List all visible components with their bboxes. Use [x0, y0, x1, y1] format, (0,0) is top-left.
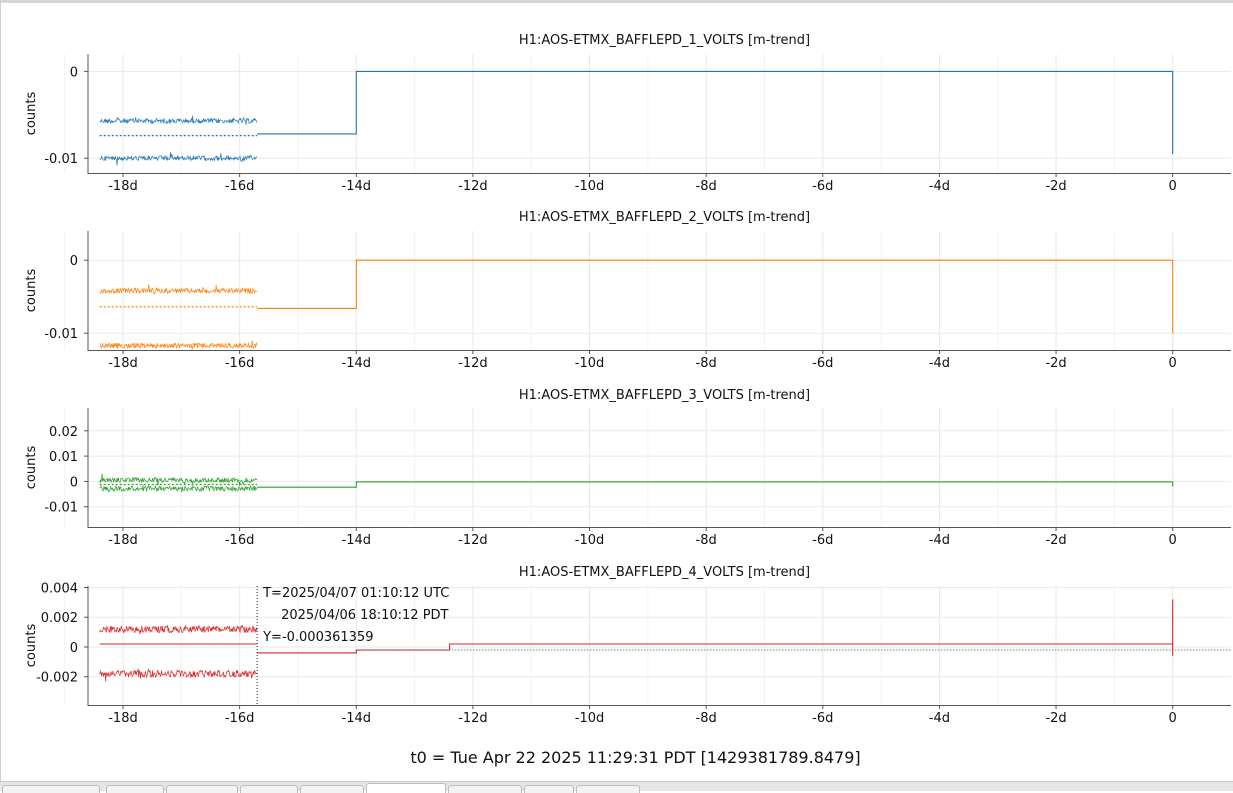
y-tick-label: 0 — [70, 641, 78, 656]
y-tick-label: -0.002 — [36, 671, 78, 686]
series-max — [99, 624, 258, 635]
series-max — [99, 473, 258, 486]
tab[interactable] — [240, 785, 298, 793]
x-tick-label: -14d — [342, 179, 372, 194]
y-axis-label: counts — [24, 446, 39, 490]
series-trend — [257, 70, 1174, 154]
x-tick-label: -18d — [108, 356, 138, 371]
series-min — [99, 668, 258, 682]
chart-title: H1:AOS-ETMX_BAFFLEPD_3_VOLTS [m-trend] — [519, 388, 810, 403]
series-max — [99, 115, 258, 125]
x-tick-label: -14d — [342, 533, 372, 548]
x-tick-label: -4d — [929, 356, 950, 371]
series-group — [99, 473, 1174, 493]
tab[interactable] — [106, 785, 164, 793]
x-tick-label: -2d — [1045, 533, 1066, 548]
y-tick-label: -0.01 — [44, 327, 78, 342]
y-axis-label: counts — [24, 92, 39, 136]
chart-title: H1:AOS-ETMX_BAFFLEPD_1_VOLTS [m-trend] — [519, 33, 810, 48]
chart-title: H1:AOS-ETMX_BAFFLEPD_2_VOLTS [m-trend] — [519, 210, 810, 225]
x-tick-label: -4d — [929, 179, 950, 194]
x-tick-label: -4d — [929, 533, 950, 548]
x-tick-label: 0 — [1169, 179, 1177, 194]
x-tick-label: -6d — [812, 179, 833, 194]
x-tick-label: -18d — [108, 711, 138, 726]
x-tick-label: 0 — [1169, 533, 1177, 548]
chart-panel-1: H1:AOS-ETMX_BAFFLEPD_1_VOLTS [m-trend] co… — [24, 33, 1231, 194]
y-tick-label: -0.01 — [44, 152, 78, 167]
left-border — [0, 0, 1, 790]
x-tick-label: -2d — [1045, 179, 1066, 194]
y-tick-label: 0 — [70, 254, 78, 269]
chart-panel-3: H1:AOS-ETMX_BAFFLEPD_3_VOLTS [m-trend] co… — [24, 388, 1231, 548]
series-min — [99, 484, 258, 493]
y-tick-label: 0 — [70, 475, 78, 490]
x-tick-label: -18d — [108, 179, 138, 194]
tab[interactable] — [2, 785, 100, 793]
x-tick-label: -10d — [575, 179, 605, 194]
x-tick-label: -16d — [225, 533, 255, 548]
x-tick-label: -8d — [696, 533, 717, 548]
x-tick-label: -10d — [575, 356, 605, 371]
y-tick-label: 0.002 — [41, 611, 78, 626]
chart-panel-2: H1:AOS-ETMX_BAFFLEPD_2_VOLTS [m-trend] co… — [24, 210, 1231, 371]
y-tick-label: -0.01 — [44, 501, 78, 516]
series-max — [99, 284, 257, 295]
x-tick-label: -8d — [696, 356, 717, 371]
x-tick-label: -10d — [575, 533, 605, 548]
x-tick-label: -16d — [225, 179, 255, 194]
chart-title: H1:AOS-ETMX_BAFFLEPD_4_VOLTS [m-trend] — [519, 565, 810, 580]
cursor-readout: Y=-0.000361359 — [262, 630, 373, 645]
y-tick-label: 0 — [70, 65, 78, 80]
tab[interactable] — [524, 785, 574, 793]
series-group — [99, 259, 1174, 350]
x-tick-label: -2d — [1045, 356, 1066, 371]
x-tick-label: -12d — [458, 356, 488, 371]
y-tick-label: 0.004 — [41, 581, 78, 596]
x-tick-label: -4d — [929, 711, 950, 726]
x-tick-label: -18d — [108, 533, 138, 548]
x-tick-label: -6d — [812, 711, 833, 726]
x-tick-label: -8d — [696, 179, 717, 194]
t0-label: t0 = Tue Apr 22 2025 11:29:31 PDT [14293… — [410, 748, 861, 767]
series-trend — [257, 481, 1174, 488]
x-tick-label: -6d — [812, 356, 833, 371]
series-min — [99, 151, 258, 166]
x-tick-label: 0 — [1169, 356, 1177, 371]
series-trend — [257, 259, 1174, 334]
x-tick-label: -2d — [1045, 711, 1066, 726]
tab-active[interactable] — [366, 783, 446, 793]
y-axis-label: counts — [24, 624, 39, 668]
x-tick-label: -14d — [342, 711, 372, 726]
top-border — [0, 0, 1233, 3]
tab[interactable] — [448, 785, 522, 793]
y-tick-label: 0.01 — [49, 450, 78, 465]
series-group — [99, 599, 1231, 682]
tab-bar — [0, 781, 1233, 793]
cursor-readout: T=2025/04/07 01:10:12 UTC — [262, 586, 449, 601]
x-tick-label: -12d — [458, 179, 488, 194]
series-trend — [257, 599, 1174, 656]
series-group — [99, 70, 1174, 166]
y-axis-label: counts — [24, 269, 39, 313]
tab[interactable] — [166, 785, 238, 793]
tab[interactable] — [300, 785, 364, 793]
x-tick-label: -10d — [575, 711, 605, 726]
x-tick-label: -12d — [458, 711, 488, 726]
x-tick-label: -16d — [225, 356, 255, 371]
x-tick-label: 0 — [1169, 711, 1177, 726]
chart-panel-4: H1:AOS-ETMX_BAFFLEPD_4_VOLTS [m-trend] co… — [24, 565, 1231, 726]
x-tick-label: -6d — [812, 533, 833, 548]
tab[interactable] — [576, 785, 640, 793]
cursor-readout: 2025/04/06 18:10:12 PDT — [281, 608, 448, 623]
x-tick-label: -14d — [342, 356, 372, 371]
x-tick-label: -8d — [696, 711, 717, 726]
x-tick-label: -16d — [225, 711, 255, 726]
y-tick-label: 0.02 — [49, 425, 78, 440]
x-tick-label: -12d — [458, 533, 488, 548]
series-min — [99, 340, 258, 350]
